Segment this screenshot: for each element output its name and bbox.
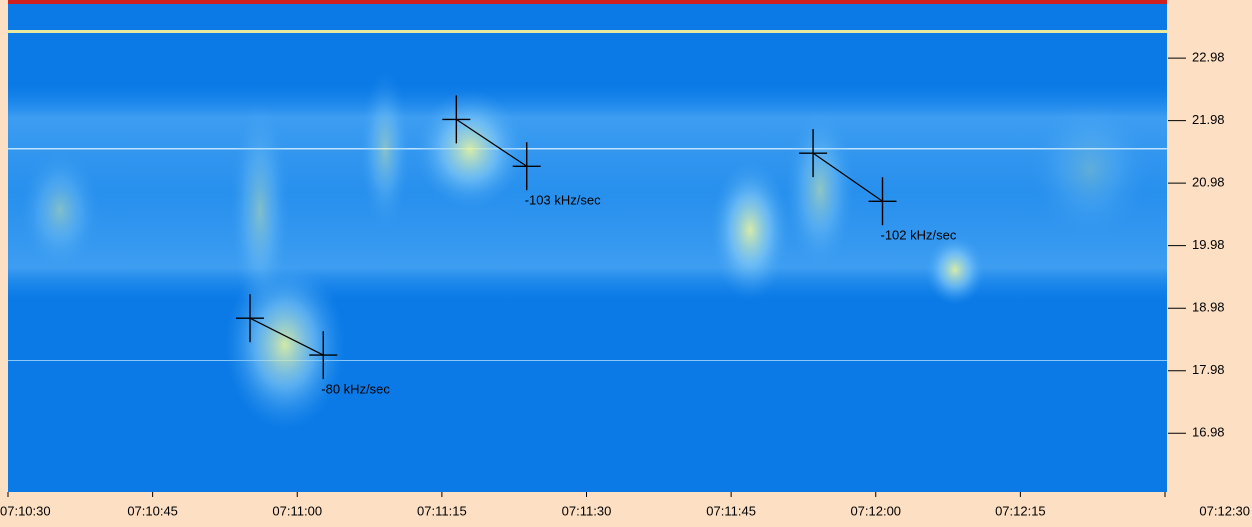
axis-panel [1167, 0, 1252, 527]
measure-label: -80 kHz/sec [321, 382, 390, 397]
y-tick-label: 20.98 [1192, 175, 1225, 190]
measure-line [812, 152, 883, 202]
y-tick-label: 17.98 [1192, 362, 1225, 377]
y-tick-label: 19.98 [1192, 237, 1225, 252]
x-tick-label: 07:11:00 [272, 503, 322, 518]
measure-label: -102 kHz/sec [880, 228, 956, 243]
measure-line [456, 118, 528, 167]
measure-cross [309, 331, 338, 380]
measure-cross [512, 142, 541, 191]
carrier-line [8, 360, 1167, 361]
x-tick-label: 07:11:15 [417, 503, 467, 518]
measure-cross [868, 177, 897, 226]
axis-panel [0, 0, 8, 492]
measure-cross [236, 294, 265, 343]
y-tick-label: 22.98 [1192, 50, 1225, 65]
x-tick-label: 07:10:30 [0, 503, 51, 518]
carrier-line [8, 148, 1167, 150]
x-tick-label: 07:11:30 [562, 503, 612, 518]
x-tick-label: 07:12:00 [850, 503, 901, 518]
measure-cross [442, 95, 471, 144]
measure-label: -103 kHz/sec [525, 193, 601, 208]
axis-panel [0, 492, 1252, 527]
measure-line [249, 317, 324, 356]
x-tick-label: 07:12:15 [995, 503, 1046, 518]
measure-cross [799, 129, 828, 178]
y-tick-label: 16.98 [1192, 425, 1225, 440]
x-tick-label: 07:12:30 [1199, 503, 1250, 518]
x-tick-label: 07:10:45 [127, 503, 178, 518]
signal-blobs [20, 70, 1150, 430]
carrier-line [8, 30, 1167, 33]
top-bar [8, 0, 1167, 4]
x-tick-label: 07:11:45 [706, 503, 756, 518]
y-tick-label: 18.98 [1192, 300, 1225, 315]
y-tick-label: 21.98 [1192, 112, 1225, 127]
